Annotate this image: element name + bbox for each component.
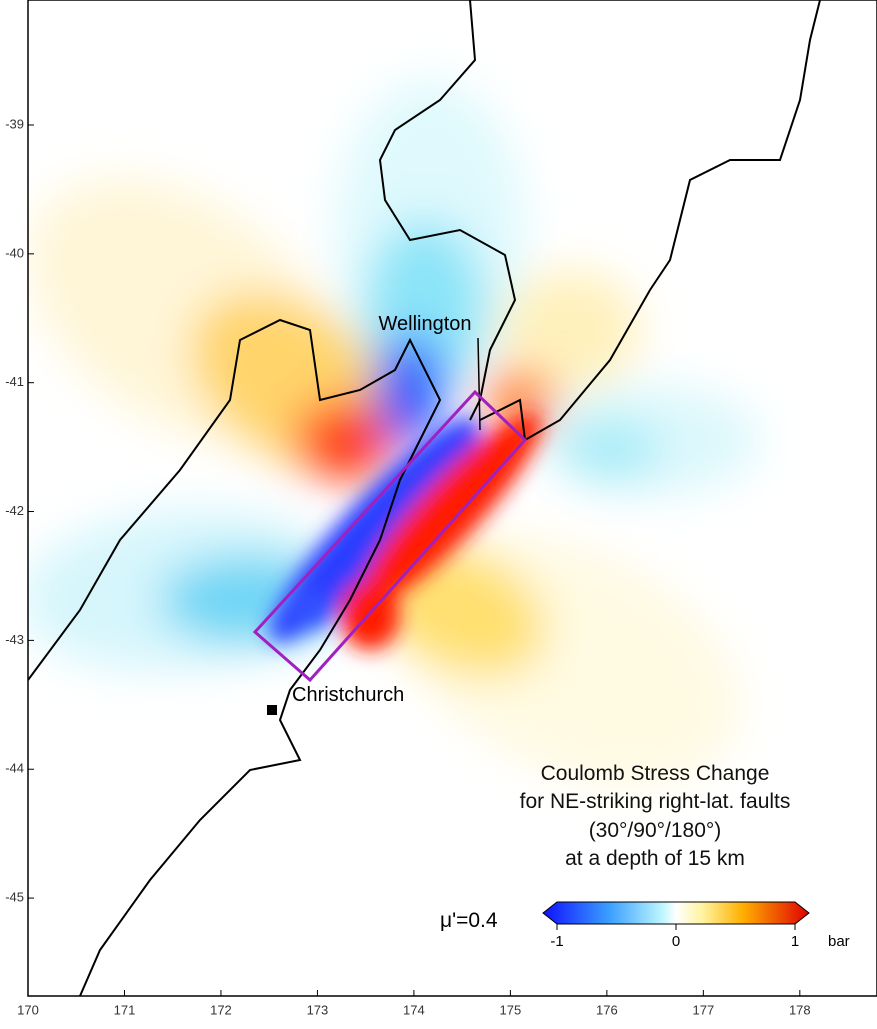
caption: for NE-striking right-lat. faults [520, 790, 791, 813]
y-tick-label: -43 [5, 632, 24, 647]
x-tick-label: 170 [17, 1002, 39, 1017]
x-tick-label: 177 [692, 1002, 714, 1017]
caption: (30°/90°/180°) [589, 819, 722, 842]
frame [27, 0, 877, 997]
x-tick-label: 178 [789, 1002, 811, 1017]
x-tick-label: 174 [403, 1002, 425, 1017]
colorbar-ramp [542, 901, 810, 925]
y-tick-label: -45 [5, 890, 24, 905]
x-tick-label: 171 [114, 1002, 136, 1017]
x-tick-label: 173 [307, 1002, 329, 1017]
caption: Coulomb Stress Change [541, 762, 770, 785]
leader-line [477, 337, 481, 431]
friction: μ'=0.4 [440, 909, 498, 932]
y-tick-label: -40 [5, 245, 24, 260]
colorbar-tick-label: 1 [791, 933, 799, 950]
city-marker [267, 705, 277, 715]
x-tick-label: 172 [210, 1002, 232, 1017]
colorbar-tick-label: 0 [672, 933, 680, 950]
stress-field [28, 80, 760, 786]
place-label: Christchurch [292, 684, 404, 706]
caption: at a depth of 15 km [565, 847, 745, 870]
colorbar [542, 901, 810, 925]
colorbar-tick-label: -1 [550, 933, 563, 950]
fault-box [252, 389, 528, 683]
y-tick-label: -39 [5, 116, 24, 131]
x-tick-label: 176 [596, 1002, 618, 1017]
x-tick-label: 175 [500, 1002, 522, 1017]
place-label: Wellington [378, 313, 471, 335]
y-tick-label: -42 [5, 503, 24, 518]
y-tick-label: -44 [5, 761, 24, 776]
colorbar-unit: bar [828, 933, 850, 950]
y-tick-label: -41 [5, 374, 24, 389]
